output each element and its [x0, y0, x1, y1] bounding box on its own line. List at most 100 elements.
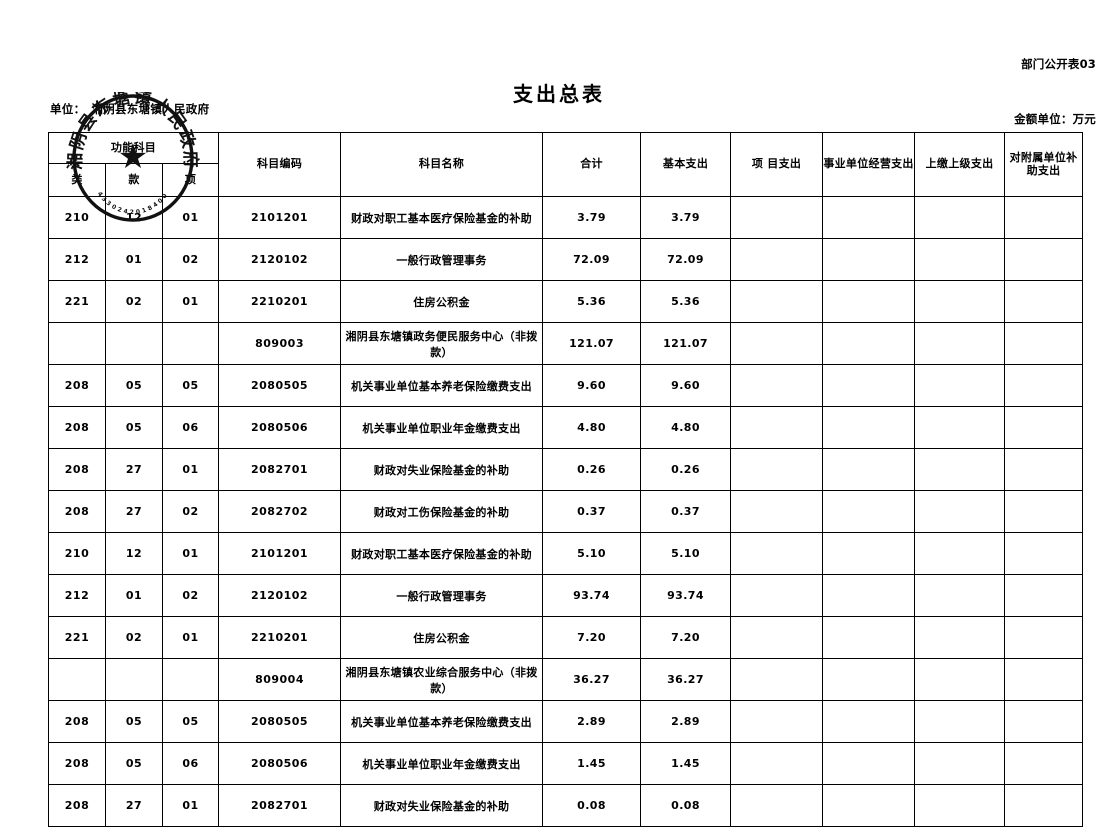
- cell-subject-code: 2210201: [218, 616, 342, 659]
- cell-section: 05: [105, 700, 163, 743]
- cell-subject-name: 住房公积金: [340, 616, 544, 659]
- header-basic-expenditure: 基本支出: [640, 132, 732, 197]
- unit-name: 湘阴县东塘镇人民政府: [91, 102, 210, 116]
- cell-subject-name: 财政对失业保险基金的补助: [340, 784, 544, 827]
- cell-subject-name: 机关事业单位职业年金缴费支出: [340, 742, 544, 785]
- cell-subject-code: 2101201: [218, 532, 342, 575]
- cell-subject-code: 809004: [218, 658, 342, 701]
- cell-project: [730, 574, 824, 617]
- cell-operating: [822, 574, 916, 617]
- cell-project: [730, 700, 824, 743]
- cell-subordinate: [1004, 322, 1084, 365]
- cell-section: 01: [105, 238, 163, 281]
- cell-subject-code: 2210201: [218, 280, 342, 323]
- cell-section: 12: [105, 196, 163, 239]
- cell-item: 02: [161, 574, 220, 617]
- cell-section: 12: [105, 532, 163, 575]
- cell-class: 212: [48, 238, 106, 281]
- expenditure-summary-table: 功能科目 科目编码 科目名称 合计 基本支出 项 目支出 事业单位经营支出 上缴…: [47, 132, 1084, 827]
- cell-subject-code: 2101201: [218, 196, 342, 239]
- cell-section: [105, 322, 163, 365]
- cell-item: 02: [161, 490, 220, 533]
- cell-project: [730, 448, 824, 491]
- cell-project: [730, 196, 824, 239]
- unit-label: 单位：: [50, 102, 86, 116]
- table-row: 210 12 01 2101201 财政对职工基本医疗保险基金的补助 3.79 3.79: [48, 196, 1084, 239]
- cell-subject-code: 2080505: [218, 700, 342, 743]
- cell-operating: [822, 490, 916, 533]
- cell-basic: 4.80: [640, 406, 732, 449]
- form-code-label: 部门公开表03: [1021, 57, 1096, 71]
- cell-item: 01: [161, 784, 220, 827]
- cell-total: 0.08: [542, 784, 642, 827]
- table-row: 208 05 05 2080505 机关事业单位基本养老保险缴费支出 2.89 2.89: [48, 700, 1084, 743]
- cell-basic: 72.09: [640, 238, 732, 281]
- cell-operating: [822, 238, 916, 281]
- cell-superior: [914, 238, 1006, 281]
- cell-section: 01: [105, 574, 163, 617]
- table-row: 208 27 01 2082701 财政对失业保险基金的补助 0.26 0.26: [48, 448, 1084, 491]
- cell-subordinate: [1004, 196, 1084, 239]
- cell-superior: [914, 784, 1006, 827]
- cell-class: 208: [48, 700, 106, 743]
- cell-subject-code: 809003: [218, 322, 342, 365]
- cell-subordinate: [1004, 364, 1084, 407]
- cell-project: [730, 238, 824, 281]
- cell-item: 01: [161, 196, 220, 239]
- cell-operating: [822, 784, 916, 827]
- cell-total: 0.26: [542, 448, 642, 491]
- cell-class: 208: [48, 406, 106, 449]
- cell-superior: [914, 196, 1006, 239]
- cell-subject-code: 2120102: [218, 574, 342, 617]
- header-function-subject-group: 功能科目: [47, 132, 220, 164]
- cell-operating: [822, 742, 916, 785]
- cell-class: 210: [48, 532, 106, 575]
- table-head: 功能科目 科目编码 科目名称 合计 基本支出 项 目支出 事业单位经营支出 上缴…: [47, 132, 1084, 197]
- cell-class: 210: [48, 196, 106, 239]
- cell-subordinate: [1004, 448, 1084, 491]
- cell-subject-name: 湘阴县东塘镇政务便民服务中心（非拨款）: [340, 322, 544, 365]
- cell-subject-code: 2082701: [218, 784, 342, 827]
- header-business-unit-operating-expenditure: 事业单位经营支出: [822, 132, 916, 197]
- cell-superior: [914, 322, 1006, 365]
- table-row: 208 27 01 2082701 财政对失业保险基金的补助 0.08 0.08: [48, 784, 1084, 827]
- header-class: 类: [48, 163, 106, 197]
- cell-project: [730, 490, 824, 533]
- cell-subject-code: 2120102: [218, 238, 342, 281]
- cell-class: 208: [48, 742, 106, 785]
- cell-item: 05: [161, 700, 220, 743]
- cell-subordinate: [1004, 532, 1084, 575]
- cell-section: 05: [105, 364, 163, 407]
- table-row: 208 05 05 2080505 机关事业单位基本养老保险缴费支出 9.60 9.60: [48, 364, 1084, 407]
- cell-subject-name: 财政对失业保险基金的补助: [340, 448, 544, 491]
- cell-total: 5.36: [542, 280, 642, 323]
- cell-superior: [914, 364, 1006, 407]
- cell-subject-name: 一般行政管理事务: [340, 574, 544, 617]
- cell-operating: [822, 322, 916, 365]
- cell-subordinate: [1004, 406, 1084, 449]
- cell-superior: [914, 532, 1006, 575]
- cell-superior: [914, 658, 1006, 701]
- cell-project: [730, 280, 824, 323]
- cell-section: 27: [105, 490, 163, 533]
- cell-section: 05: [105, 406, 163, 449]
- cell-subordinate: [1004, 616, 1084, 659]
- cell-subordinate: [1004, 574, 1084, 617]
- cell-project: [730, 616, 824, 659]
- cell-total: 93.74: [542, 574, 642, 617]
- cell-class: 208: [48, 784, 106, 827]
- cell-project: [730, 742, 824, 785]
- cell-section: 02: [105, 616, 163, 659]
- cell-section: 02: [105, 280, 163, 323]
- cell-total: 0.37: [542, 490, 642, 533]
- table-row: 221 02 01 2210201 住房公积金 7.20 7.20: [48, 616, 1084, 659]
- header-subject-code: 科目编码: [218, 132, 342, 197]
- cell-basic: 0.37: [640, 490, 732, 533]
- unit-line: 单位： 湘阴县东塘镇人民政府: [50, 101, 209, 117]
- cell-subject-name: 机关事业单位基本养老保险缴费支出: [340, 364, 544, 407]
- table-row: 212 01 02 2120102 一般行政管理事务 72.09 72.09: [48, 238, 1084, 281]
- cell-basic: 7.20: [640, 616, 732, 659]
- table-row: 208 05 06 2080506 机关事业单位职业年金缴费支出 1.45 1.45: [48, 742, 1084, 785]
- table-row: 221 02 01 2210201 住房公积金 5.36 5.36: [48, 280, 1084, 323]
- cell-project: [730, 322, 824, 365]
